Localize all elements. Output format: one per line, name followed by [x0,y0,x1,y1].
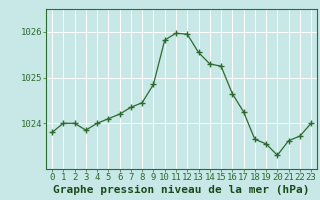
X-axis label: Graphe pression niveau de la mer (hPa): Graphe pression niveau de la mer (hPa) [53,185,310,195]
